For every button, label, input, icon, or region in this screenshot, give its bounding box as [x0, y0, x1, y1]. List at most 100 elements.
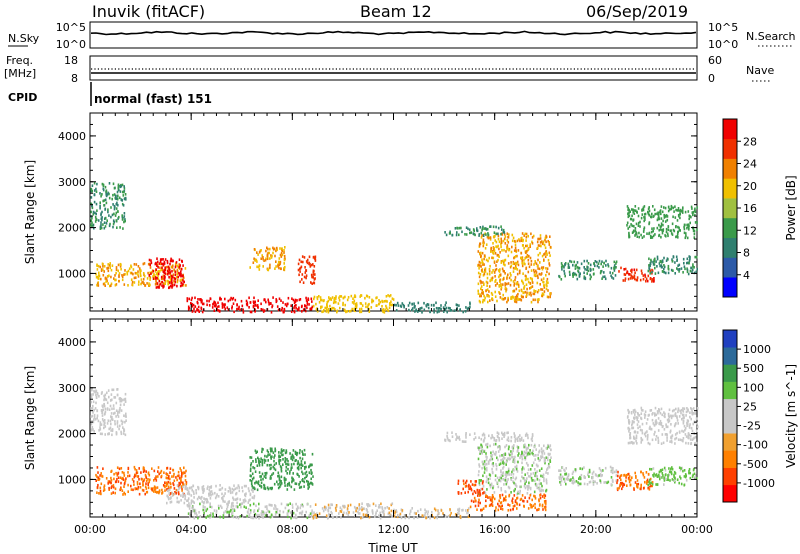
- data-cell: [494, 509, 497, 512]
- data-cell: [360, 294, 363, 297]
- data-cell: [208, 492, 210, 496]
- data-cell: [600, 481, 602, 484]
- data-cell: [506, 246, 509, 250]
- data-cell: [690, 435, 692, 438]
- data-cell: [105, 477, 108, 480]
- data-cell: [107, 191, 109, 195]
- data-cell: [500, 242, 502, 246]
- data-cell: [98, 492, 100, 495]
- data-cell: [136, 480, 139, 484]
- data-cell: [507, 273, 509, 277]
- data-cell: [696, 407, 699, 410]
- data-cell: [325, 306, 328, 310]
- data-cell: [233, 488, 235, 492]
- scatter-region: [626, 406, 699, 446]
- data-cell: [107, 275, 109, 278]
- data-cell: [171, 282, 174, 285]
- data-cell: [155, 476, 158, 479]
- data-cell: [567, 478, 570, 481]
- data-cell: [218, 310, 221, 313]
- data-cell: [252, 261, 255, 264]
- data-cell: [635, 439, 637, 443]
- data-cell: [558, 275, 561, 279]
- data-cell: [659, 419, 662, 423]
- data-cell: [528, 291, 530, 295]
- data-cell: [271, 254, 273, 258]
- data-cell: [330, 308, 333, 311]
- data-cell: [543, 290, 546, 293]
- data-cell: [107, 419, 110, 422]
- data-cell: [628, 273, 630, 276]
- data-cell: [678, 415, 681, 418]
- data-cell: [187, 308, 190, 311]
- data-cell: [226, 505, 229, 509]
- data-cell: [209, 497, 212, 500]
- data-cell: [122, 398, 124, 402]
- data-cell: [363, 507, 365, 510]
- data-cell: [657, 271, 660, 275]
- data-cell: [648, 206, 650, 209]
- data-cell: [94, 390, 96, 394]
- colorbar-label: Power [dB]: [784, 175, 798, 240]
- data-cell: [304, 453, 306, 456]
- data-cell: [691, 412, 694, 416]
- data-cell: [271, 504, 273, 507]
- data-cell: [173, 492, 176, 496]
- data-cell: [117, 476, 120, 479]
- nsky-tick-top-left: 10^5: [56, 21, 86, 34]
- data-cell: [301, 450, 303, 453]
- data-cell: [520, 485, 522, 489]
- data-cell: [513, 489, 516, 493]
- data-cell: [514, 455, 516, 459]
- data-cell: [105, 194, 108, 198]
- data-cell: [196, 301, 199, 304]
- data-cell: [469, 487, 471, 490]
- data-cell: [375, 511, 377, 514]
- data-cell: [149, 283, 151, 287]
- data-cell: [192, 505, 194, 509]
- data-cell: [262, 477, 264, 481]
- data-cell: [548, 446, 551, 449]
- data-cell: [511, 296, 513, 299]
- data-cell: [529, 277, 532, 280]
- data-cell: [515, 464, 518, 468]
- data-cell: [652, 412, 654, 415]
- data-cell: [93, 226, 95, 230]
- data-cell: [499, 278, 502, 282]
- data-cell: [667, 412, 670, 416]
- data-cell: [268, 464, 271, 467]
- data-cell: [503, 297, 505, 301]
- data-cell: [91, 426, 94, 429]
- data-cell: [224, 297, 226, 301]
- data-cell: [90, 196, 93, 199]
- data-cell: [391, 303, 393, 307]
- data-cell: [477, 504, 480, 507]
- data-cell: [533, 490, 536, 494]
- data-cell: [280, 475, 283, 479]
- data-cell: [90, 202, 92, 206]
- data-cell: [686, 236, 689, 240]
- data-cell: [516, 254, 518, 258]
- data-cell: [683, 407, 686, 410]
- data-cell: [528, 481, 530, 485]
- data-cell: [611, 480, 614, 483]
- data-cell: [510, 439, 512, 443]
- data-cell: [184, 497, 186, 501]
- data-cell: [291, 476, 293, 480]
- data-cell: [123, 471, 125, 475]
- data-cell: [648, 222, 650, 226]
- data-cell: [449, 307, 451, 310]
- data-cell: [189, 504, 191, 508]
- data-cell: [315, 513, 317, 517]
- data-cell: [177, 275, 179, 279]
- data-cell: [399, 514, 401, 517]
- data-cell: [467, 509, 469, 512]
- data-cell: [626, 224, 628, 227]
- data-cell: [662, 223, 664, 227]
- data-cell: [638, 231, 640, 235]
- data-cell: [580, 473, 583, 477]
- data-cell: [480, 255, 482, 259]
- data-cell: [481, 289, 484, 292]
- data-cell: [154, 490, 157, 493]
- data-cell: [684, 433, 687, 436]
